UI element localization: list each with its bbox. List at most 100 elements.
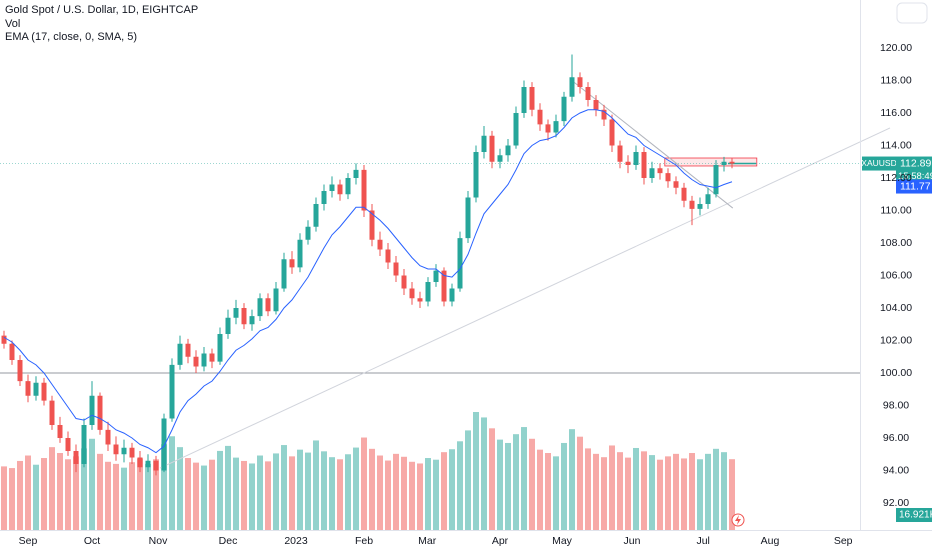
candle-body	[577, 77, 583, 87]
candle-body	[233, 308, 239, 318]
volume-bar	[241, 460, 247, 530]
volume-bar	[705, 453, 711, 530]
x-tick-label: Oct	[84, 535, 100, 547]
settings-button[interactable]	[896, 2, 928, 24]
volume-bar	[425, 458, 431, 530]
volume-bar	[649, 455, 655, 530]
volume-bar	[265, 461, 271, 530]
candle-body	[313, 204, 319, 227]
volume-bar	[513, 434, 519, 530]
candle-body	[513, 113, 519, 146]
candle-body	[121, 447, 127, 455]
alert-bolt	[735, 515, 741, 525]
volume-bar	[545, 453, 551, 530]
volume-bar	[633, 447, 639, 530]
y-tick-label: 120.00	[880, 42, 912, 54]
candle-body	[201, 353, 207, 367]
candle-body	[1, 335, 7, 344]
volume-bar	[25, 455, 31, 530]
candle-body	[265, 298, 271, 312]
candle-body	[465, 197, 471, 239]
candle-body	[689, 200, 695, 209]
candle-body	[457, 238, 463, 289]
y-tick-label: 108.00	[880, 237, 912, 249]
volume-bar	[385, 460, 391, 530]
y-tick-label: 114.00	[880, 139, 911, 151]
trendline	[159, 127, 891, 469]
volume-bar	[577, 436, 583, 530]
candle-body	[681, 187, 687, 201]
candle-body	[377, 239, 383, 250]
volume-badge	[896, 508, 932, 522]
candle-body	[113, 444, 119, 455]
volume-bar	[689, 453, 695, 530]
x-tick-label: May	[552, 535, 573, 547]
candle-body	[449, 288, 455, 302]
ema-value-label: 111.77	[900, 180, 931, 192]
volume-bar	[89, 438, 95, 530]
candle-body	[641, 152, 647, 178]
volume-bar	[697, 459, 703, 530]
volume-bar	[497, 439, 503, 530]
volume-bar	[305, 452, 311, 530]
candle-body	[145, 460, 151, 468]
candle-body	[353, 169, 359, 178]
candle-body	[649, 168, 655, 178]
symbol-label: XAUUSD	[861, 158, 896, 168]
y-tick-label: 116.00	[880, 107, 911, 119]
volume-bar	[193, 462, 199, 530]
candle-body	[81, 425, 87, 464]
candle-body	[601, 109, 607, 120]
volume-bar	[257, 455, 263, 530]
volume-bar	[593, 453, 599, 530]
volume-bar	[81, 448, 87, 530]
volume-bar	[249, 463, 255, 530]
volume-bar	[161, 444, 167, 530]
volume-bar	[617, 452, 623, 530]
volume-bar	[569, 429, 575, 530]
countdown-label: 15:58:49	[898, 171, 932, 182]
candle-body	[17, 360, 23, 382]
x-tick-label: Feb	[355, 535, 373, 547]
x-tick-label: Sep	[834, 535, 853, 547]
volume-bar	[673, 453, 679, 530]
volume-bar	[561, 442, 567, 530]
candle-body	[721, 161, 727, 165]
candle-body	[553, 121, 559, 133]
volume-bar	[721, 452, 727, 530]
candle-body	[569, 77, 575, 97]
candle-body	[49, 400, 55, 425]
candle-body	[209, 353, 215, 362]
candle-body	[497, 155, 503, 162]
candle-body	[57, 425, 63, 438]
ema-legend: EMA (17, close, 0, SMA, 5)	[5, 31, 137, 43]
volume-bar	[665, 456, 671, 530]
candle-body	[665, 173, 671, 182]
volume-bar	[489, 428, 495, 530]
y-tick-label: 118.00	[880, 74, 911, 86]
candle-body	[417, 298, 423, 302]
volume-bar	[337, 459, 343, 530]
x-tick-label: 2023	[284, 535, 308, 547]
volume-bar	[273, 453, 279, 530]
volume-bar	[1, 466, 7, 530]
candle-body	[361, 169, 367, 211]
candle-body	[345, 178, 351, 195]
x-tick-label: Apr	[492, 535, 509, 547]
volume-bar	[441, 452, 447, 530]
volume-bar	[137, 458, 143, 530]
volume-bar	[65, 459, 71, 530]
x-tick-label: Mar	[418, 535, 437, 547]
candle-body	[289, 259, 295, 268]
candle-body	[393, 262, 399, 276]
candle-body	[177, 343, 183, 365]
candle-body	[129, 447, 135, 458]
volume-bar	[169, 436, 175, 530]
candle-body	[385, 249, 391, 263]
candle-body	[9, 343, 15, 360]
y-tick-label: 106.00	[880, 269, 912, 281]
candle-body	[425, 282, 431, 302]
volume-bar	[729, 459, 735, 530]
candle-body	[225, 317, 231, 334]
